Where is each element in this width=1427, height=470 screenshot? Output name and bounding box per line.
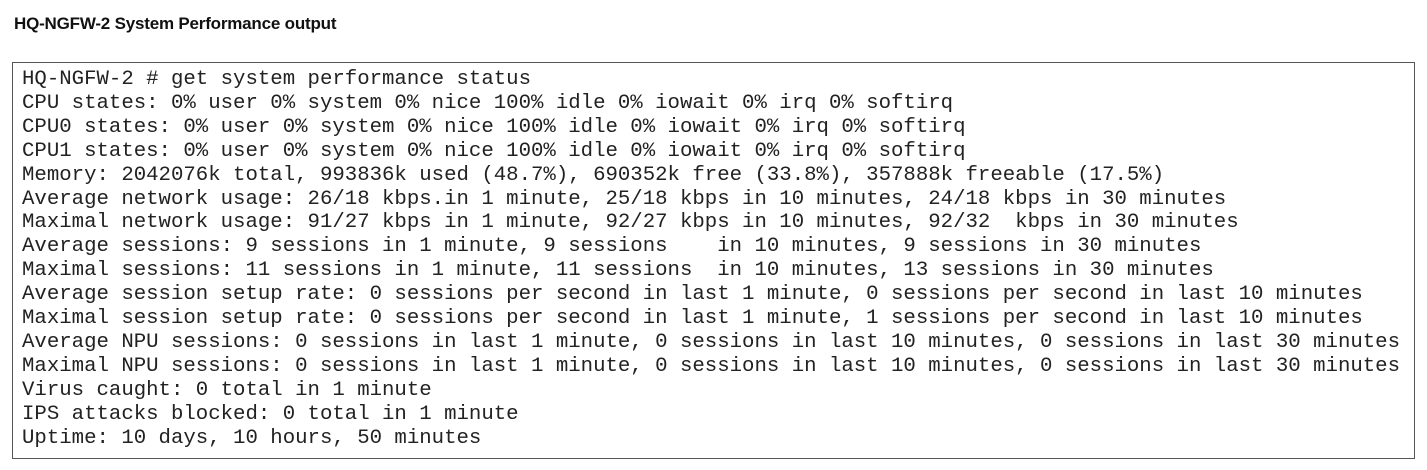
- maximal-sessions-line: Maximal sessions: 11 sessions in 1 minut…: [22, 259, 1214, 283]
- average-npu-sessions-line: Average NPU sessions: 0 sessions in last…: [22, 330, 1401, 354]
- virus-caught-line: Virus caught: 0 total in 1 minute: [22, 378, 432, 402]
- cpu1-states-line: CPU1 states: 0% user 0% system 0% nice 1…: [22, 139, 966, 163]
- uptime-line: Uptime: 10 days, 10 hours, 50 minutes: [22, 426, 482, 450]
- ips-attacks-blocked-line: IPS attacks blocked: 0 total in 1 minute: [22, 402, 519, 426]
- maximal-network-usage-line: Maximal network usage: 91/27 kbps in 1 m…: [22, 211, 1239, 235]
- average-session-setup-rate-line: Average session setup rate: 0 sessions p…: [22, 283, 1363, 307]
- cli-output-lines: HQ-NGFW-2 # get system performance statu…: [22, 68, 1400, 451]
- page-title: HQ-NGFW-2 System Performance output: [14, 14, 337, 33]
- maximal-npu-sessions-line: Maximal NPU sessions: 0 sessions in last…: [22, 354, 1401, 378]
- maximal-session-setup-rate-line: Maximal session setup rate: 0 sessions p…: [22, 307, 1363, 331]
- cpu0-states-line: CPU0 states: 0% user 0% system 0% nice 1…: [22, 115, 966, 139]
- average-sessions-line: Average sessions: 9 sessions in 1 minute…: [22, 235, 1202, 259]
- memory-line: Memory: 2042076k total, 993836k used (48…: [22, 163, 1165, 187]
- cli-output-box: HQ-NGFW-2 # get system performance statu…: [12, 62, 1415, 459]
- cpu-states-line: CPU states: 0% user 0% system 0% nice 10…: [22, 91, 954, 115]
- cli-command-line: HQ-NGFW-2 # get system performance statu…: [22, 68, 531, 91]
- average-network-usage-line: Average network usage: 26/18 kbps.in 1 m…: [22, 187, 1227, 211]
